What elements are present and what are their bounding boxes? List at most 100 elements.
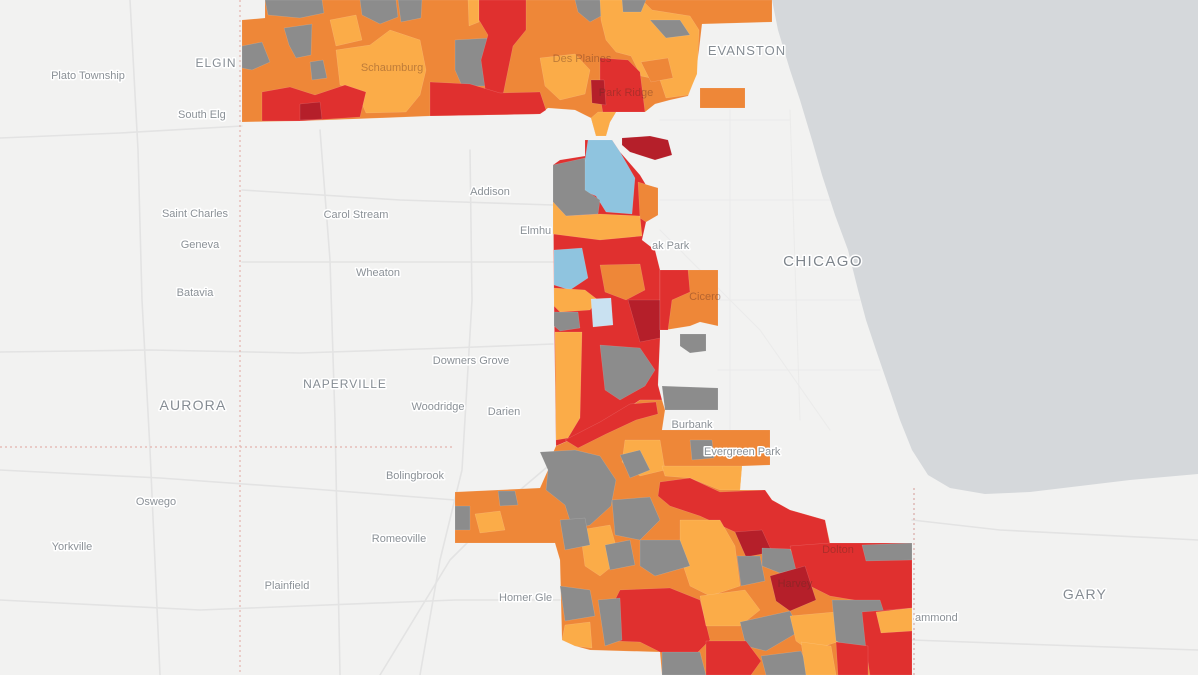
choropleth-area xyxy=(329,14,363,47)
road-line xyxy=(0,469,456,501)
choropleth-area xyxy=(661,651,707,675)
choropleth-area xyxy=(861,542,913,562)
place-label-elgin: ELGIN xyxy=(195,56,236,70)
choropleth-area xyxy=(574,0,604,23)
choropleth-area xyxy=(553,287,599,313)
choropleth-area xyxy=(705,640,762,675)
choropleth-area xyxy=(552,157,601,217)
choropleth-area xyxy=(561,621,593,649)
choropleth-area xyxy=(241,41,271,71)
choropleth-area xyxy=(299,101,323,121)
place-label-wheaton: Wheaton xyxy=(356,267,400,279)
choropleth-area xyxy=(649,19,691,39)
place-label-darien: Darien xyxy=(488,406,520,418)
choropleth-area xyxy=(429,81,547,117)
place-label-plato-township: Plato Township xyxy=(51,70,125,82)
choropleth-area xyxy=(760,650,812,675)
choropleth-area xyxy=(639,539,691,577)
place-label-naperville: NAPERVILLE xyxy=(303,377,387,391)
choropleth-area xyxy=(659,269,691,331)
place-label-addison: Addison xyxy=(470,186,510,198)
road-line xyxy=(419,149,473,675)
place-label-des-plaines: Des Plaines xyxy=(553,53,612,65)
choropleth-area xyxy=(621,135,673,161)
lake-michigan xyxy=(772,0,1198,494)
choropleth-area xyxy=(474,510,506,534)
choropleth-area xyxy=(553,311,581,332)
road-line xyxy=(241,189,554,206)
place-label-harvey: Harvey xyxy=(778,578,813,590)
choropleth-area xyxy=(637,181,659,223)
place-label-yorkville: Yorkville xyxy=(52,541,93,553)
place-label-romeoville: Romeoville xyxy=(372,533,426,545)
choropleth-area xyxy=(590,297,614,328)
place-label-aurora: AURORA xyxy=(159,397,226,413)
choropleth-area xyxy=(454,505,471,531)
choropleth-area xyxy=(661,385,719,411)
place-label-bolingbrook: Bolingbrook xyxy=(386,470,445,482)
place-label-dolton: Dolton xyxy=(822,544,854,556)
road-line xyxy=(129,0,161,675)
choropleth-area xyxy=(599,263,646,301)
boundary-layer xyxy=(0,0,915,675)
choropleth-area xyxy=(736,555,766,587)
choropleth-area xyxy=(611,496,661,541)
place-label-gary: GARY xyxy=(1063,586,1107,602)
choropleth-area xyxy=(875,607,913,634)
place-label-evanston: EVANSTON xyxy=(708,43,786,58)
road-line xyxy=(0,125,243,139)
place-label-plainfield: Plainfield xyxy=(265,580,310,592)
place-label-elmhurst: Elmhu xyxy=(520,225,551,237)
city-street-line xyxy=(789,109,801,421)
choropleth-layer xyxy=(241,0,913,675)
choropleth-area xyxy=(699,87,746,109)
choropleth-area xyxy=(264,0,325,19)
choropleth-area xyxy=(689,439,715,461)
place-label-oak-park: ak Park xyxy=(652,240,690,252)
place-label-hammond: ammond xyxy=(915,612,958,624)
choropleth-area xyxy=(599,344,656,401)
place-label-homer-glen: Homer Gle xyxy=(499,592,552,604)
choropleth-area xyxy=(699,589,761,627)
road-line xyxy=(0,599,561,611)
choropleth-area xyxy=(590,111,617,137)
place-label-batavia: Batavia xyxy=(177,287,215,299)
choropleth-area xyxy=(604,539,636,571)
choropleth-area xyxy=(564,401,659,449)
choropleth-area xyxy=(559,517,591,551)
road-line xyxy=(911,639,1198,651)
choropleth-area xyxy=(627,299,661,343)
place-label-park-ridge: Park Ridge xyxy=(599,87,653,99)
choropleth-area xyxy=(679,333,707,354)
place-label-south-elgin: South Elg xyxy=(178,109,226,121)
place-label-geneva: Geneva xyxy=(181,239,220,251)
place-label-woodridge: Woodridge xyxy=(412,401,465,413)
place-label-evergreen-park: Evergreen Park xyxy=(704,446,781,458)
choropleth-area xyxy=(309,59,328,81)
choropleth-area xyxy=(619,449,651,479)
place-label-burbank: Burbank xyxy=(672,419,713,431)
choropleth-area xyxy=(539,53,591,101)
choropleth-area xyxy=(497,490,519,507)
place-label-oswego: Oswego xyxy=(136,496,176,508)
choropleth-area xyxy=(800,641,837,675)
choropleth-area xyxy=(835,641,869,675)
choropleth-area xyxy=(661,465,743,491)
choropleth-area xyxy=(553,247,589,291)
choropleth-area xyxy=(621,0,647,13)
choropleth-area xyxy=(467,0,480,27)
choropleth-area xyxy=(283,23,313,59)
choropleth-area xyxy=(590,79,607,106)
road-line xyxy=(911,519,1198,541)
place-label-cicero: Cicero xyxy=(689,291,721,303)
choropleth-area xyxy=(554,331,583,441)
place-label-carol-stream: Carol Stream xyxy=(324,209,389,221)
choropleth-area xyxy=(559,585,596,622)
road-line xyxy=(0,343,554,354)
label-layer: Plato Township ELGIN South Elg Saint Cha… xyxy=(50,42,1108,626)
place-label-saint-charles: Saint Charles xyxy=(162,208,229,220)
city-street-line xyxy=(659,229,831,431)
choropleth-area xyxy=(397,0,423,23)
